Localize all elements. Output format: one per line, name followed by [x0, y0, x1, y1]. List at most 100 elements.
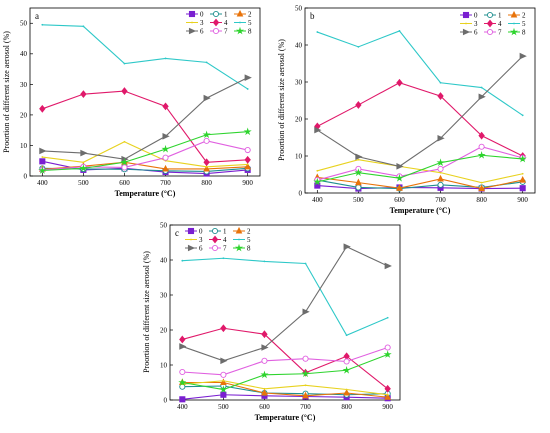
series-line: [42, 161, 248, 170]
data-point: [398, 30, 401, 32]
x-tick-label: 400: [312, 196, 323, 204]
data-point: [220, 324, 227, 333]
data-point: [480, 86, 483, 89]
data-point: [82, 161, 85, 164]
y-tick-label: 50: [160, 221, 168, 229]
legend-marker: [509, 27, 519, 36]
legend-label: 5: [522, 20, 526, 28]
series-line: [42, 131, 248, 172]
data-point: [384, 262, 392, 270]
legend-label: 1: [224, 11, 228, 19]
legend: 0 1 2 3 4 5 6 7 8: [186, 9, 252, 36]
series-line: [317, 176, 523, 190]
data-point: [123, 62, 126, 65]
data-point: [41, 156, 44, 158]
data-point: [41, 23, 44, 26]
data-point: [477, 151, 486, 159]
series-line: [42, 141, 248, 168]
data-point: [521, 114, 524, 117]
data-point: [384, 393, 392, 400]
y-axis-label: Proortion of different size aerosol (%): [277, 39, 286, 161]
legend-label: 4: [498, 20, 502, 28]
data-point: [39, 158, 46, 165]
data-point: [355, 184, 362, 191]
data-point: [203, 158, 210, 167]
legend-marker: [187, 244, 196, 252]
series-line: [182, 380, 388, 396]
x-axis-label: Temperature (°C): [255, 413, 316, 422]
legend-label: 5: [247, 236, 251, 244]
x-tick-label: 500: [353, 196, 364, 204]
legend-label: 0: [474, 12, 478, 20]
data-point: [478, 143, 485, 150]
data-point: [437, 174, 444, 182]
data-point: [179, 335, 186, 344]
data-point: [342, 366, 351, 374]
y-tick-label: 50: [295, 4, 303, 12]
data-point: [181, 259, 184, 262]
panel-label: c: [175, 228, 179, 238]
legend-marker: [462, 11, 470, 19]
legend-label: 2: [522, 12, 526, 20]
series-line: [317, 30, 523, 116]
series-line: [317, 159, 523, 184]
data-point: [396, 184, 403, 191]
series-3: [316, 158, 524, 184]
data-point: [162, 102, 169, 111]
y-axis-label: Proortion of different size aerosol (%): [2, 31, 11, 153]
series-5: [316, 30, 524, 117]
data-point: [244, 155, 251, 164]
data-point: [314, 126, 322, 134]
data-point: [220, 371, 227, 378]
y-tick-label: 30: [295, 78, 303, 86]
data-point: [304, 262, 307, 265]
data-point: [123, 140, 126, 143]
data-point: [439, 81, 442, 84]
data-point: [521, 172, 524, 175]
data-point: [437, 134, 445, 142]
data-point: [121, 87, 128, 95]
data-point: [261, 357, 268, 364]
data-point: [345, 334, 348, 337]
data-point: [179, 368, 186, 376]
x-tick-label: 800: [476, 196, 487, 204]
series-3: [181, 379, 389, 396]
legend-label: 2: [247, 228, 251, 236]
series-line: [42, 24, 248, 90]
data-point: [162, 132, 170, 140]
legend-marker: [238, 238, 240, 241]
x-tick-label: 900: [517, 196, 528, 204]
data-point: [437, 181, 444, 188]
series-6: [39, 74, 252, 163]
data-point: [203, 164, 210, 172]
series-8: [313, 151, 527, 186]
x-tick-label: 500: [218, 403, 229, 411]
data-point: [261, 344, 269, 351]
legend-marker: [191, 21, 193, 24]
data-point: [79, 164, 88, 172]
legend-label: 4: [223, 236, 227, 244]
x-tick-label: 900: [382, 403, 393, 411]
plot-frame: [304, 7, 536, 194]
y-tick-label: 20: [20, 111, 28, 119]
data-point: [480, 181, 483, 184]
legend-marker: [486, 11, 494, 19]
data-point: [345, 388, 348, 391]
data-point: [220, 378, 227, 386]
data-point: [316, 169, 319, 172]
data-point: [437, 165, 444, 172]
data-point: [260, 370, 269, 379]
data-point: [301, 369, 310, 378]
data-point: [396, 78, 403, 87]
x-axis-label: Temperature (°C): [115, 189, 176, 198]
data-point: [478, 184, 485, 192]
y-tick-label: 0: [164, 396, 168, 404]
data-point: [246, 88, 249, 90]
data-point: [396, 163, 404, 170]
data-point: [304, 384, 307, 387]
legend-label: 0: [200, 11, 204, 19]
data-point: [519, 175, 527, 183]
legend-label: 2: [248, 11, 252, 19]
data-point: [343, 388, 350, 396]
